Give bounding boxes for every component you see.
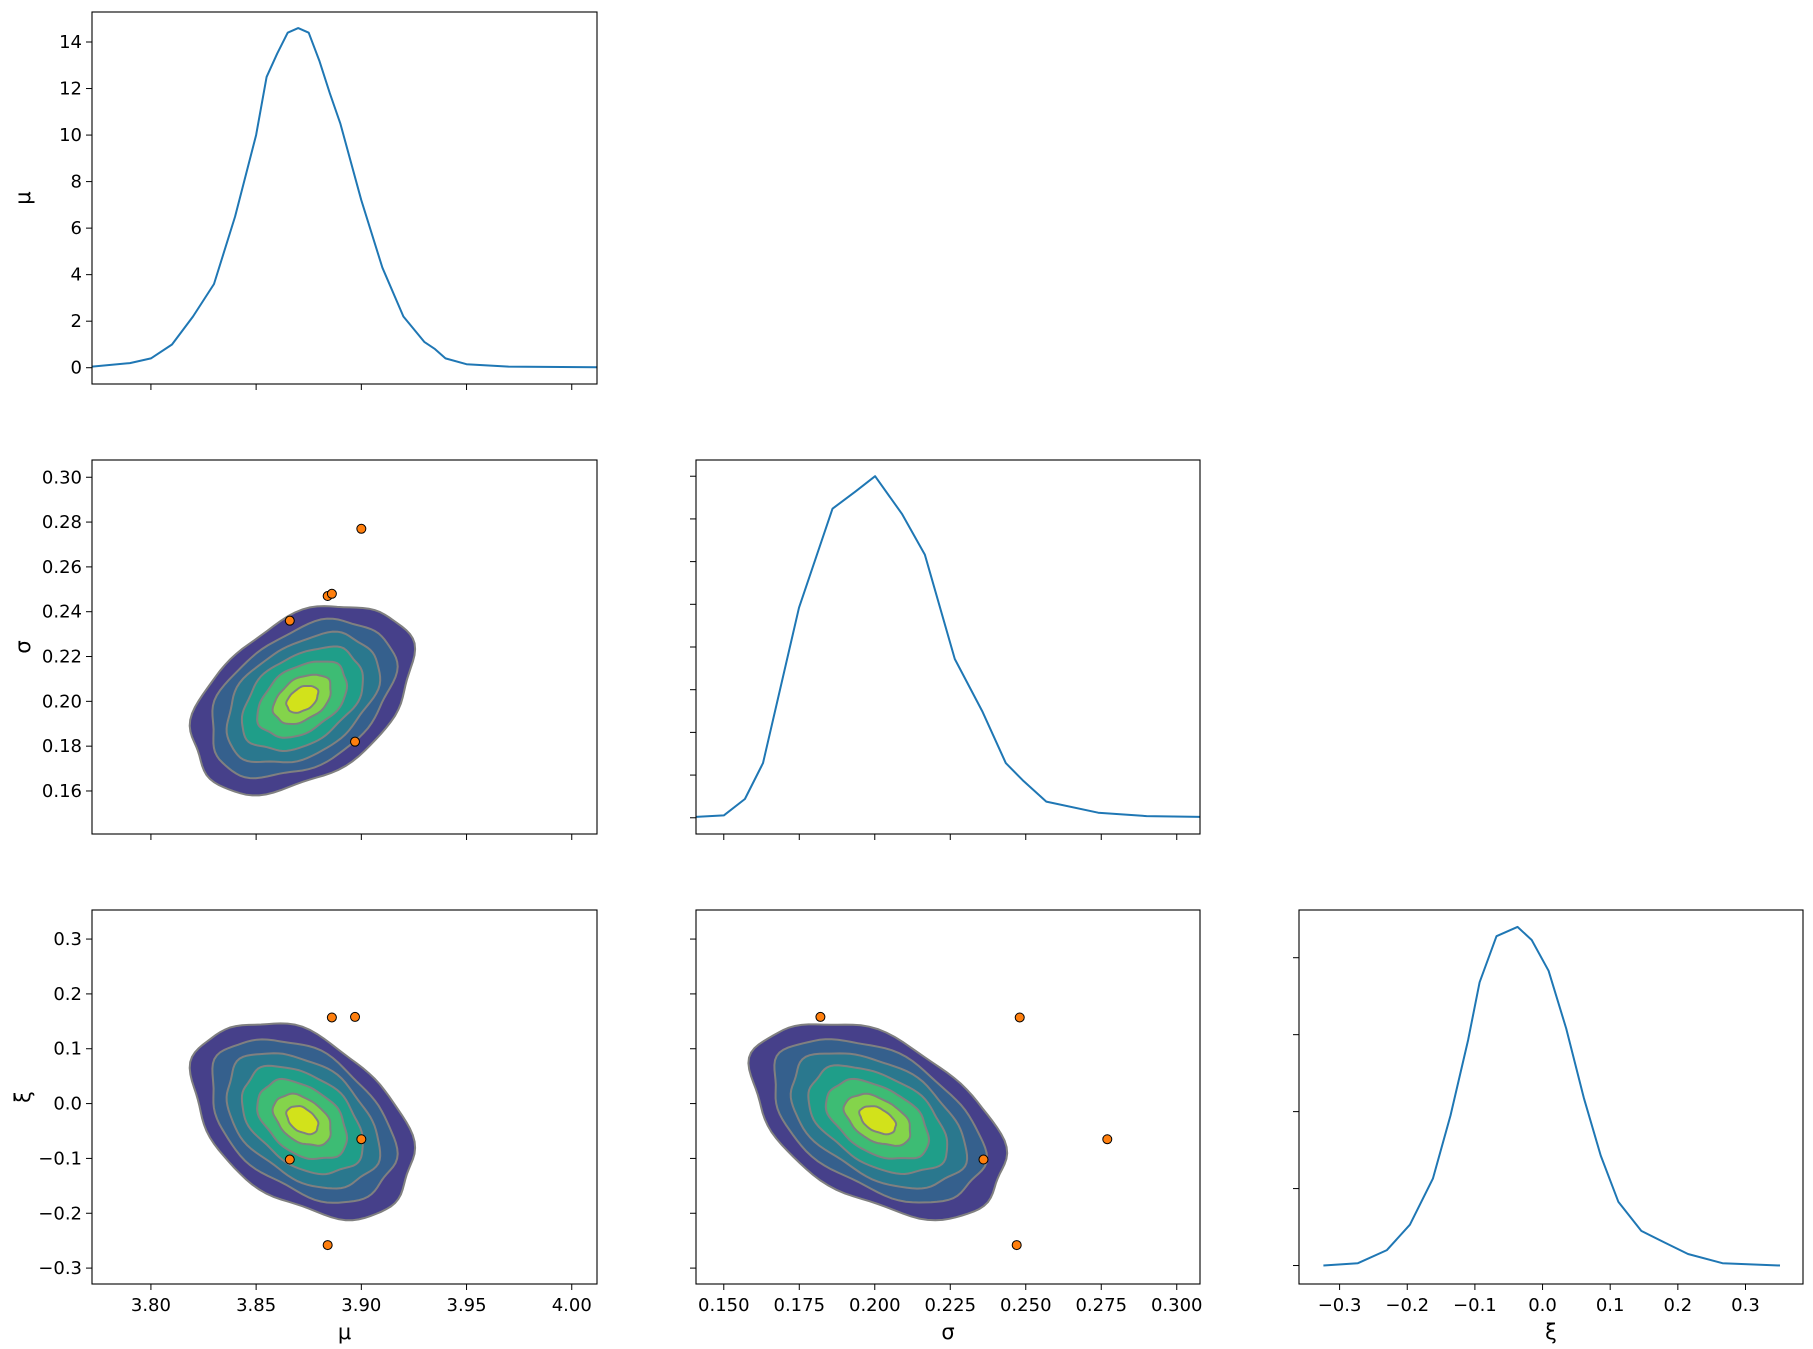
pair-mu-sigma-ylabel: σ — [11, 640, 35, 653]
pair-sigma-xi-xtick-label: 0.150 — [698, 1295, 750, 1316]
pair-sigma-xi-plot-area — [747, 1011, 1113, 1251]
diag-mu-ytick-label: 14 — [59, 32, 82, 53]
pair-mu-sigma-plot-area — [188, 523, 417, 797]
pair-mu-sigma-ytick-label: 0.26 — [42, 557, 82, 578]
diag-mu-plot-area — [92, 27, 597, 369]
pair-mu-xi-point — [350, 1011, 361, 1022]
pair-sigma-xi-xtick-label: 0.275 — [1075, 1295, 1127, 1316]
pair-sigma-xi: 0.150 0.175 0.200 0.225 0.250 0.275 0.300 σ — [690, 909, 1203, 1344]
diag-mu: 0 2 4 6 8 10 12 14 μ — [11, 11, 598, 390]
pair-mu-xi-ytick-label: −0.3 — [38, 1258, 82, 1279]
pair-mu-xi-xtick-label: 4.00 — [552, 1295, 592, 1316]
diag-sigma-kde-line — [696, 475, 1200, 818]
pair-sigma-xi-xtick-label: 0.200 — [849, 1295, 901, 1316]
diag-mu-kde-line — [92, 27, 597, 369]
diag-xi: −0.3 −0.2 −0.1 0.0 0.1 0.2 0.3 ξ — [1293, 909, 1804, 1344]
diag-mu-ylabel: μ — [11, 191, 35, 204]
pair-mu-sigma-contour-level-6 — [285, 685, 320, 714]
pair-mu-xi-plot-area — [188, 1011, 417, 1251]
pair-mu-sigma-ytick-label: 0.16 — [42, 781, 82, 802]
diag-xi-xtick-label: −0.1 — [1453, 1295, 1497, 1316]
diag-mu-ytick-label: 2 — [71, 311, 82, 332]
pair-mu-xi: −0.3 −0.2 −0.1 0.0 0.1 0.2 0.3 ξ 3.80 3.85 3.90 3.9… — [11, 909, 598, 1344]
diag-xi-xlabel: ξ — [1545, 1320, 1557, 1344]
pair-mu-xi-ytick-label: −0.1 — [38, 1148, 82, 1169]
pair-mu-sigma-ytick-label: 0.30 — [42, 467, 82, 488]
diag-sigma-plot-area — [696, 475, 1200, 818]
diag-xi-xtick-label: −0.2 — [1385, 1295, 1429, 1316]
pair-mu-xi-xlabel: μ — [338, 1320, 351, 1344]
diag-xi-xtick-label: −0.3 — [1318, 1295, 1362, 1316]
diag-mu-ytick-label: 0 — [71, 358, 82, 379]
pair-sigma-xi-xtick-label: 0.250 — [1000, 1295, 1052, 1316]
pair-mu-xi-xtick-label: 3.95 — [447, 1295, 487, 1316]
diag-mu-frame — [91, 11, 598, 385]
pair-mu-sigma-ytick-label: 0.20 — [42, 691, 82, 712]
diag-xi-frame — [1298, 909, 1804, 1285]
diag-mu-ytick-label: 8 — [71, 172, 82, 193]
diag-mu-ytick-label: 12 — [59, 79, 82, 100]
pair-sigma-xi-point — [1014, 1012, 1025, 1023]
pair-mu-xi-xtick-label: 3.85 — [236, 1295, 276, 1316]
pair-sigma-xi-xlabel: σ — [941, 1320, 954, 1344]
pair-mu-xi-ytick-label: −0.2 — [38, 1203, 82, 1224]
diag-mu-ytick-label: 6 — [71, 218, 82, 239]
pair-mu-xi-frame — [91, 909, 598, 1285]
diag-mu-ytick-label: 4 — [71, 265, 82, 286]
diag-xi-xtick-label: 0.3 — [1731, 1295, 1760, 1316]
diag-xi-plot-area — [1323, 925, 1781, 1267]
pair-mu-sigma-ytick-label: 0.28 — [42, 512, 82, 533]
diag-xi-xtick-label: 0.1 — [1596, 1295, 1625, 1316]
pair-mu-xi-point — [322, 1240, 333, 1251]
pair-sigma-xi-contour-level-6 — [858, 1105, 898, 1136]
diag-xi-xtick-label: 0.0 — [1528, 1295, 1557, 1316]
pair-mu-xi-ytick-label: 0.2 — [53, 984, 82, 1005]
pair-sigma-xi-frame — [695, 909, 1201, 1285]
diag-sigma-frame — [695, 459, 1201, 835]
pair-sigma-xi-point — [1011, 1240, 1022, 1251]
pair-mu-xi-ytick-label: 0.0 — [53, 1094, 82, 1115]
pair-mu-xi-ylabel: ξ — [11, 1091, 35, 1103]
pair-mu-sigma-frame — [91, 459, 598, 835]
pair-mu-xi-xtick-label: 3.80 — [131, 1295, 171, 1316]
pair-sigma-xi-xtick-label: 0.175 — [774, 1295, 826, 1316]
pair-mu-sigma-ytick-label: 0.18 — [42, 736, 82, 757]
pair-mu-xi-ytick-label: 0.3 — [53, 929, 82, 950]
pair-mu-sigma-point — [350, 736, 361, 747]
diag-mu-ytick-label: 10 — [59, 125, 82, 146]
pair-mu-xi-point — [356, 1134, 367, 1145]
diag-xi-xtick-label: 0.2 — [1664, 1295, 1693, 1316]
pair-mu-xi-xtick-label: 3.90 — [341, 1295, 381, 1316]
pair-mu-sigma-point — [326, 588, 337, 599]
pair-mu-xi-ytick-label: 0.1 — [53, 1039, 82, 1060]
diag-xi-kde-line — [1323, 925, 1781, 1267]
pair-mu-xi-contour-level-6 — [285, 1104, 320, 1136]
pair-sigma-xi-point — [1102, 1134, 1113, 1145]
pair-mu-sigma-ytick-label: 0.22 — [42, 647, 82, 668]
pair-sigma-xi-point — [978, 1154, 989, 1165]
pair-mu-sigma-ytick-label: 0.24 — [42, 602, 82, 623]
pair-sigma-xi-point — [815, 1011, 826, 1022]
pair-mu-sigma-point — [284, 615, 295, 626]
pair-mu-sigma-point — [356, 523, 367, 534]
pair-sigma-xi-xtick-label: 0.225 — [924, 1295, 976, 1316]
diag-sigma — [690, 459, 1201, 840]
pair-mu-xi-point — [326, 1012, 337, 1023]
pair-mu-sigma: 0.16 0.18 0.20 0.22 0.24 0.26 0.28 0.30 σ — [11, 459, 598, 840]
pair-mu-xi-point — [284, 1154, 295, 1165]
pair-sigma-xi-xtick-label: 0.300 — [1151, 1295, 1203, 1316]
